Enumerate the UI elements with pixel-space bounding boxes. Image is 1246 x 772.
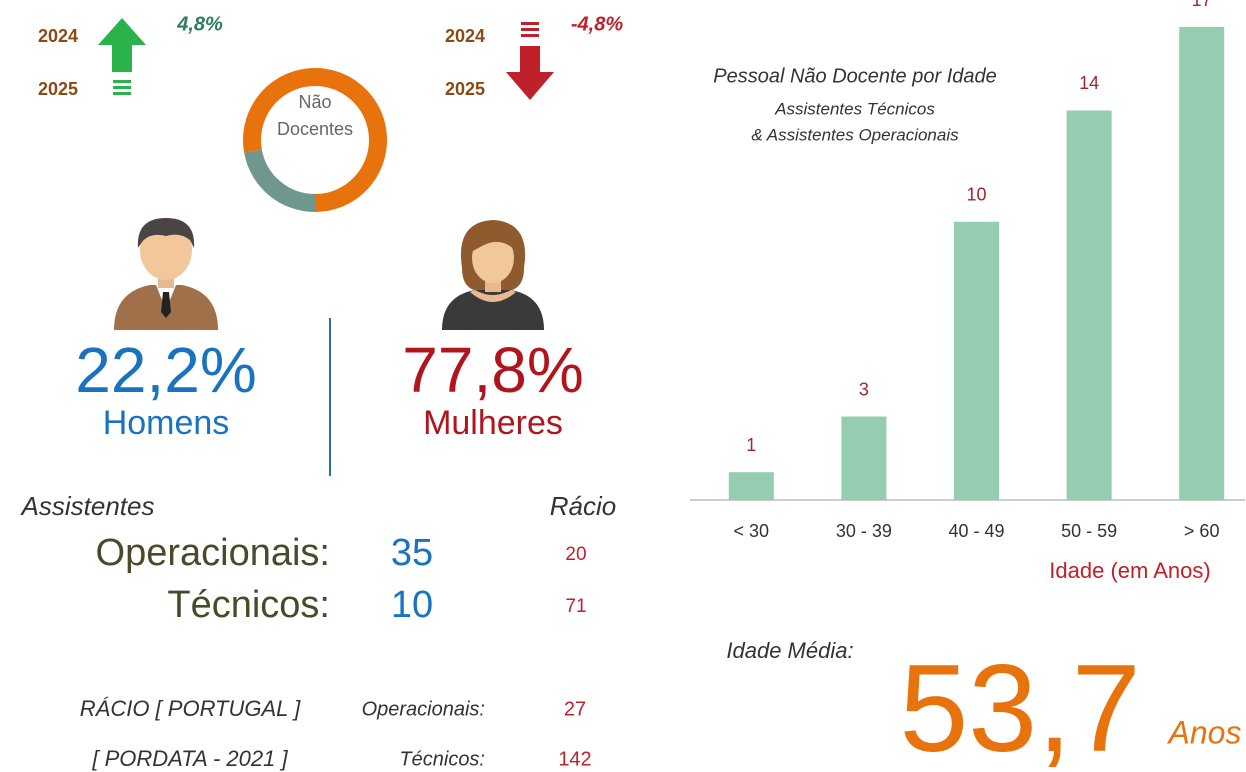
x-tick-label: 40 - 49 <box>948 521 1004 541</box>
portugal-ratio: 142 <box>558 748 591 770</box>
portugal-label: RÁCIO [ PORTUGAL ] <box>80 696 301 721</box>
bar <box>841 417 886 500</box>
gender-percent: 22,2% <box>75 334 256 406</box>
woman-icon <box>442 220 544 330</box>
infographic: 2024 2025 4,8% 2024 2025 -4,8% Não Docen… <box>0 0 1246 772</box>
man-icon <box>114 218 218 330</box>
row-name: Técnicos: <box>167 584 330 626</box>
year-label: 2024 <box>445 26 485 46</box>
gender-name: Mulheres <box>423 404 563 442</box>
year-label: 2025 <box>38 79 78 99</box>
average-value: 53,7 <box>899 640 1140 772</box>
donut-label: Docentes <box>277 119 353 139</box>
section-title: Assistentes <box>20 491 155 521</box>
row-ratio: 71 <box>565 596 586 617</box>
gender-name: Homens <box>103 404 230 442</box>
portugal-ratio: 27 <box>564 698 586 720</box>
bar <box>1067 110 1112 500</box>
x-tick-label: > 60 <box>1184 521 1220 541</box>
x-tick-label: < 30 <box>734 521 770 541</box>
x-tick-label: 50 - 59 <box>1061 521 1117 541</box>
value-label: 17 <box>1192 0 1212 10</box>
average-unit: Anos <box>1167 714 1242 750</box>
gender-percent: 77,8% <box>402 334 583 406</box>
chart-title: Pessoal Não Docente por Idade <box>713 65 997 87</box>
up-arrow <box>98 18 146 95</box>
value-label: 1 <box>746 435 756 455</box>
portugal-name: Técnicos: <box>399 748 485 770</box>
value-label: 3 <box>859 379 869 399</box>
section-title: Rácio <box>550 491 616 521</box>
donut-segment <box>253 151 315 203</box>
average-label: Idade Média: <box>726 638 853 663</box>
portugal-name: Operacionais: <box>362 698 485 720</box>
change-label: 4,8% <box>176 13 223 35</box>
bar <box>1179 27 1224 500</box>
row-count: 10 <box>391 584 433 626</box>
row-name: Operacionais: <box>96 532 330 574</box>
chart-subtitle: & Assistentes Operacionais <box>751 125 959 144</box>
chart-subtitle: Assistentes Técnicos <box>774 99 935 118</box>
row-count: 35 <box>391 532 433 574</box>
x-tick-label: 30 - 39 <box>836 521 892 541</box>
x-axis-label: Idade (em Anos) <box>1049 558 1210 583</box>
down-arrow <box>506 22 554 100</box>
change-label: -4,8% <box>571 13 623 35</box>
portugal-label: [ PORDATA - 2021 ] <box>91 746 288 771</box>
year-label: 2025 <box>445 79 485 99</box>
donut-label: Não <box>298 92 331 112</box>
year-label: 2024 <box>38 26 78 46</box>
value-label: 14 <box>1079 73 1099 93</box>
row-ratio: 20 <box>565 544 586 565</box>
bar <box>729 472 774 500</box>
value-label: 10 <box>966 185 986 205</box>
bar <box>954 222 999 500</box>
